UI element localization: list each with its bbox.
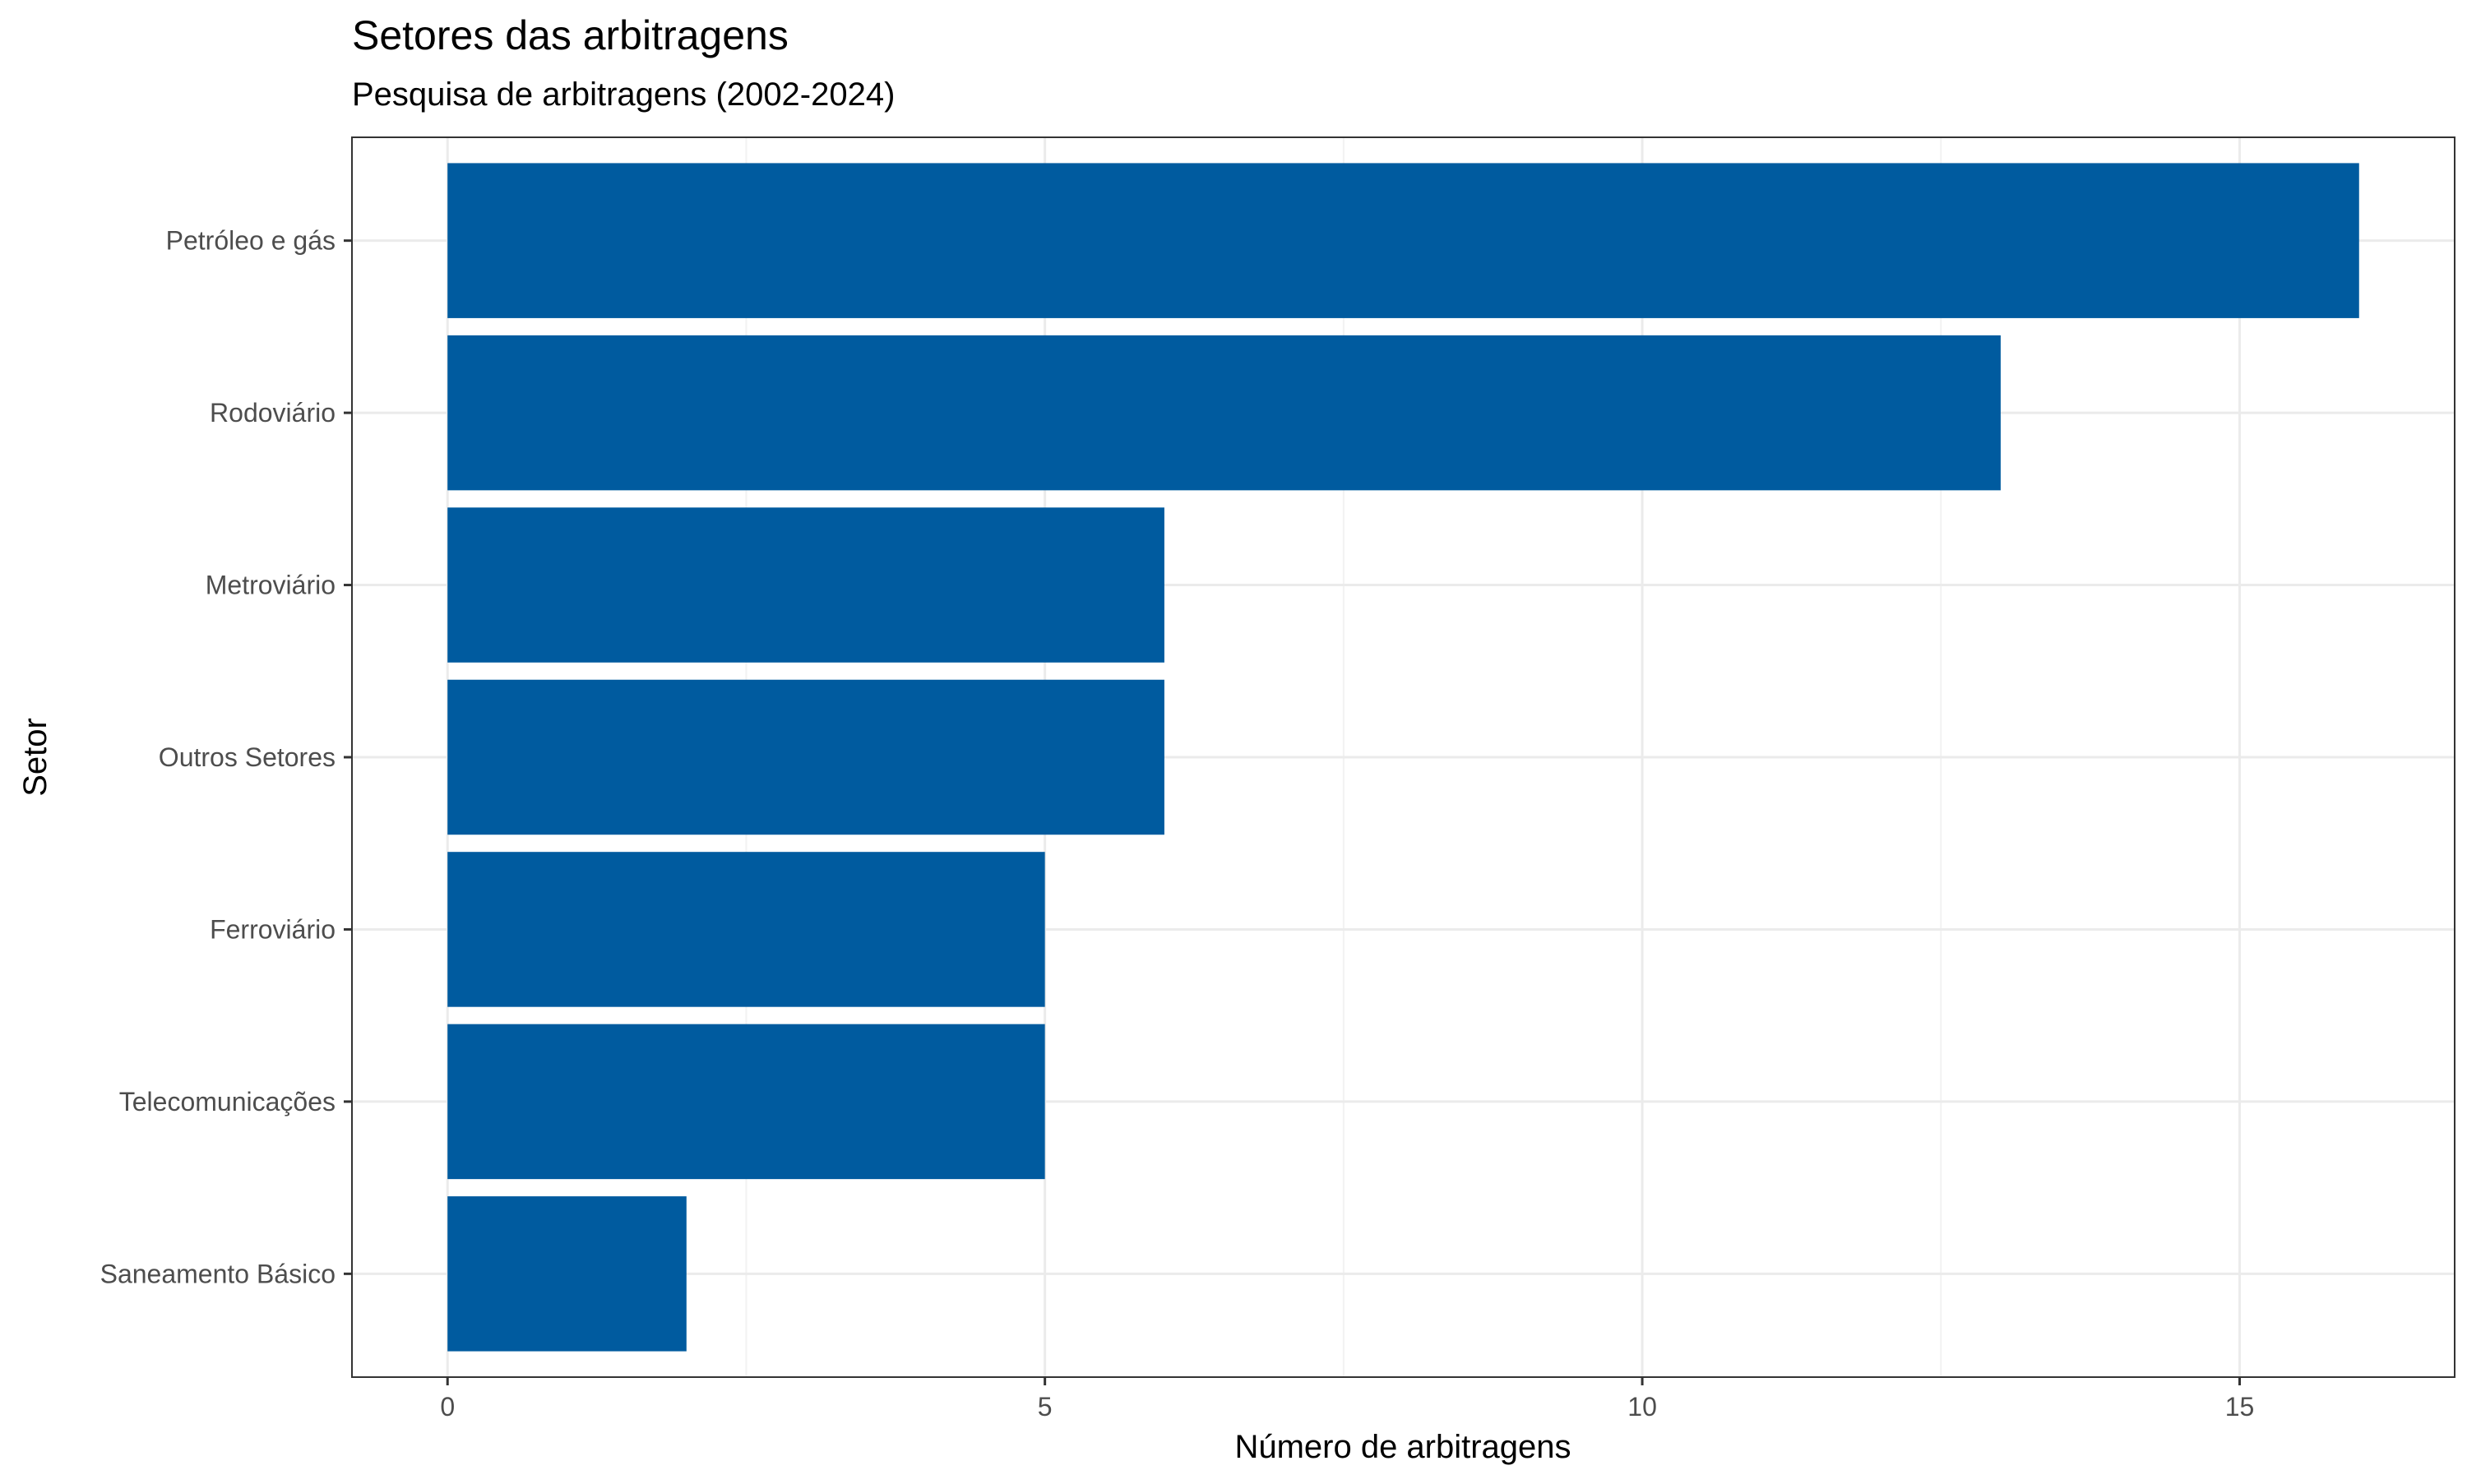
bar: [447, 852, 1045, 1007]
y-tick-label: Ferroviário: [210, 914, 336, 944]
y-axis-title: Setor: [17, 718, 53, 797]
y-tick-label: Rodoviário: [210, 398, 336, 428]
bar: [447, 507, 1164, 663]
y-axis: Petróleo e gás Rodoviário Metroviário Outro…: [100, 226, 352, 1288]
bar: [447, 1024, 1045, 1180]
y-tick-label: Telecomunicações: [119, 1087, 336, 1116]
bar: [447, 679, 1164, 835]
y-tick-label: Saneamento Básico: [100, 1259, 336, 1288]
chart-subtitle: Pesquisa de arbitragens (2002-2024): [352, 76, 895, 113]
x-tick-label: 5: [1038, 1392, 1053, 1422]
bar: [447, 163, 2359, 318]
chart-title: Setores das arbitragens: [352, 12, 789, 58]
y-tick-label: Petróleo e gás: [166, 226, 336, 256]
bar: [447, 1196, 687, 1352]
x-tick-label: 0: [440, 1392, 455, 1422]
x-tick-label: 10: [1627, 1392, 1657, 1422]
y-tick-label: Outros Setores: [159, 742, 336, 772]
x-axis-title: Número de arbitragens: [1234, 1429, 1571, 1465]
x-tick-label: 15: [2225, 1392, 2255, 1422]
x-axis: 0 5 10 15: [440, 1377, 2254, 1422]
bars: [447, 163, 2359, 1352]
bar: [447, 335, 2001, 491]
y-tick-label: Metroviário: [206, 571, 336, 600]
